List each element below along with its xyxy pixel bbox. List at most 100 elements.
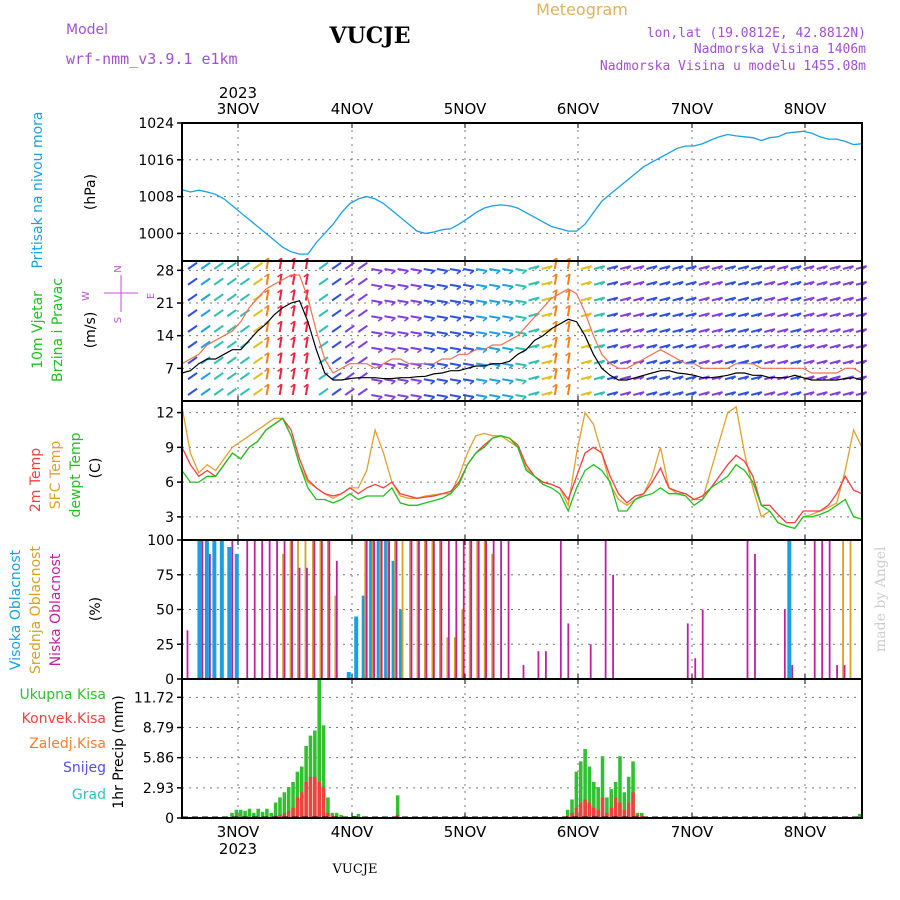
wind-barb	[265, 352, 270, 364]
wind-barb	[449, 331, 461, 335]
wind-barb	[489, 378, 501, 383]
wind-barb	[423, 346, 435, 351]
wind-barb	[397, 394, 409, 398]
wind-barb-flag	[639, 375, 645, 381]
wind-barb-flag	[665, 391, 671, 396]
wind-barb-flag	[303, 320, 309, 325]
temp-ylabel-2: SFC Temp	[48, 441, 64, 510]
wind-barb	[553, 352, 558, 364]
wind-barb-flag	[231, 372, 237, 377]
wind-barb-flag	[244, 262, 250, 267]
wind-barb-flag	[744, 375, 750, 381]
wind-barb	[502, 378, 514, 383]
wind-barb-flag	[303, 304, 309, 310]
wind-barb-flag	[390, 270, 396, 275]
wind-barb-flag	[303, 336, 309, 341]
wind-barb-flag	[205, 388, 211, 393]
precip-conv-bar	[639, 815, 644, 818]
wind-barb-flag	[495, 286, 501, 291]
wind-barb-flag	[691, 344, 697, 349]
precip-total-bar	[565, 809, 570, 818]
wind-barb-flag	[495, 333, 501, 338]
wind-barb-flag	[600, 265, 606, 270]
wind-barb	[265, 336, 270, 348]
wind-barb-flag	[469, 380, 475, 385]
wind-barb-flag	[430, 270, 436, 275]
precip-total-bar	[583, 749, 587, 818]
wind-barb-flag	[770, 360, 776, 365]
wind-speed-line	[181, 299, 863, 381]
wind-barb-flag	[626, 391, 632, 396]
cloud-unit: (%)	[88, 597, 104, 621]
wind-barb-flag	[565, 367, 571, 373]
wind-barb-flag	[277, 367, 283, 373]
wind-barb	[304, 336, 309, 348]
wind-barb-flag	[639, 281, 645, 286]
y-tick-label: 12	[156, 406, 174, 422]
wind-barb-flag	[534, 297, 540, 302]
wind-barb-flag	[652, 312, 658, 318]
wind-barb-flag	[264, 336, 269, 341]
wind-barb-flag	[704, 312, 710, 318]
panel-cloud: 0 25 50 75 100	[147, 533, 863, 688]
wind-barb-flag	[456, 380, 462, 385]
wind-barb-flag	[362, 309, 368, 314]
wind-barb-flag	[521, 317, 527, 322]
precip-conv-bar	[622, 809, 627, 818]
wind-barb-flag	[796, 391, 802, 396]
bottom-day-label: 4NOV	[331, 823, 374, 841]
wind-barb	[278, 383, 283, 396]
wind-barb-flag	[600, 344, 606, 349]
wind-barb-flag	[349, 372, 355, 377]
wind-barb	[265, 305, 270, 317]
wind-barb-flag	[862, 265, 868, 270]
wind-barb	[384, 362, 396, 367]
wind-barb-flag	[809, 344, 815, 349]
wind-barb	[475, 315, 488, 320]
wind-barb	[449, 315, 461, 320]
wind-barb-flag	[849, 281, 854, 286]
wind-barb-flag	[508, 333, 514, 338]
wind-barb	[278, 336, 283, 348]
wind-barb-flag	[258, 262, 263, 267]
wind-barb-flag	[783, 328, 789, 333]
wind-barb-flag	[600, 375, 606, 381]
wind-barb-flag	[547, 312, 553, 318]
wind-barb-flag	[495, 301, 501, 307]
wind-barb-flag	[303, 383, 309, 388]
wind-barb	[265, 368, 270, 380]
wind-barb-flag	[678, 297, 684, 302]
wind-barb	[462, 346, 475, 351]
wind-barb-flag	[377, 333, 383, 338]
precip-total-bar	[596, 787, 600, 818]
wind-barb-flag	[218, 293, 224, 298]
wind-barb	[502, 362, 514, 367]
wind-barb-flag	[244, 372, 250, 377]
wind-barb-flag	[552, 320, 558, 325]
wind-barb-flag	[613, 328, 619, 333]
pressure-ylabel: Pritisak na nivou mora	[30, 111, 46, 268]
wind-barb-flag	[362, 340, 368, 346]
wind-barb-flag	[403, 270, 409, 275]
top-day-label: 6NOV	[557, 100, 600, 118]
wind-barb-flag	[277, 320, 283, 325]
y-tick-label: 8.79	[143, 720, 174, 736]
wind-barb	[397, 346, 409, 351]
wind-barb-flag	[192, 277, 198, 283]
wind-barb	[566, 383, 571, 396]
wind-barb-flag	[639, 360, 645, 365]
footer-station: VUCJE	[332, 862, 378, 877]
wind-barb	[397, 378, 409, 383]
wind-barb-flag	[822, 328, 828, 333]
wind-barb-flag	[443, 333, 449, 338]
wind-barb-flag	[231, 293, 237, 298]
dewpt-line	[181, 417, 863, 530]
wind-barb-flag	[565, 304, 571, 310]
wind-barb-flag	[652, 375, 658, 381]
wind-barb-flag	[652, 265, 658, 270]
wind-barb-flag	[822, 297, 828, 302]
panel-precip: 0 2.93 5.86 8.79 11.72	[134, 678, 863, 827]
wind-barb-flag	[362, 325, 368, 330]
wind-barb	[371, 346, 383, 351]
wind-barb-flag	[862, 297, 868, 302]
